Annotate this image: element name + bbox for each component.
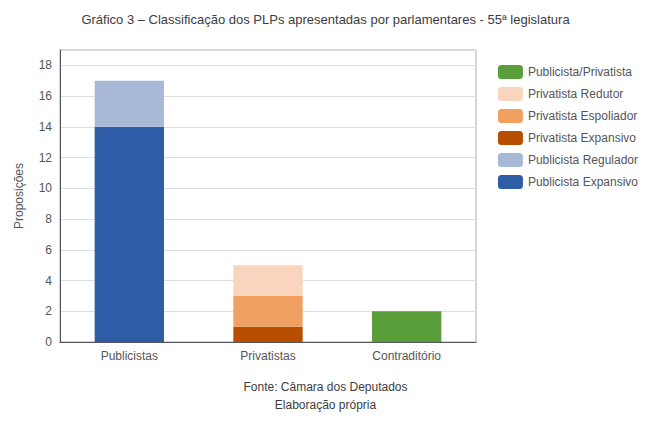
svg-text:10: 10 [39,181,53,195]
svg-text:14: 14 [39,120,53,134]
svg-text:Publicista Expansivo: Publicista Expansivo [528,175,638,189]
svg-text:12: 12 [39,151,53,165]
svg-text:6: 6 [45,243,52,257]
svg-text:Gráfico 3 – Classificação dos: Gráfico 3 – Classificação dos PLPs apres… [81,12,570,27]
svg-text:Contraditório: Contraditório [372,349,441,363]
svg-text:Elaboração própria: Elaboração própria [275,398,377,412]
svg-text:Publicista/Privatista: Publicista/Privatista [528,65,632,79]
svg-text:Privatista Redutor: Privatista Redutor [528,87,623,101]
svg-text:Privatista Expansivo: Privatista Expansivo [528,131,636,145]
svg-text:Fonte: Câmara dos Deputados: Fonte: Câmara dos Deputados [243,380,407,394]
svg-text:Privatista Espoliador: Privatista Espoliador [528,109,637,123]
svg-text:0: 0 [45,335,52,349]
svg-text:18: 18 [39,58,53,72]
svg-text:Publicista Regulador: Publicista Regulador [528,153,638,167]
svg-text:16: 16 [39,89,53,103]
svg-text:Proposições: Proposições [12,163,26,229]
svg-text:Privatistas: Privatistas [240,349,295,363]
svg-text:Publicistas: Publicistas [101,349,158,363]
svg-text:2: 2 [45,304,52,318]
svg-text:4: 4 [45,274,52,288]
svg-text:8: 8 [45,212,52,226]
